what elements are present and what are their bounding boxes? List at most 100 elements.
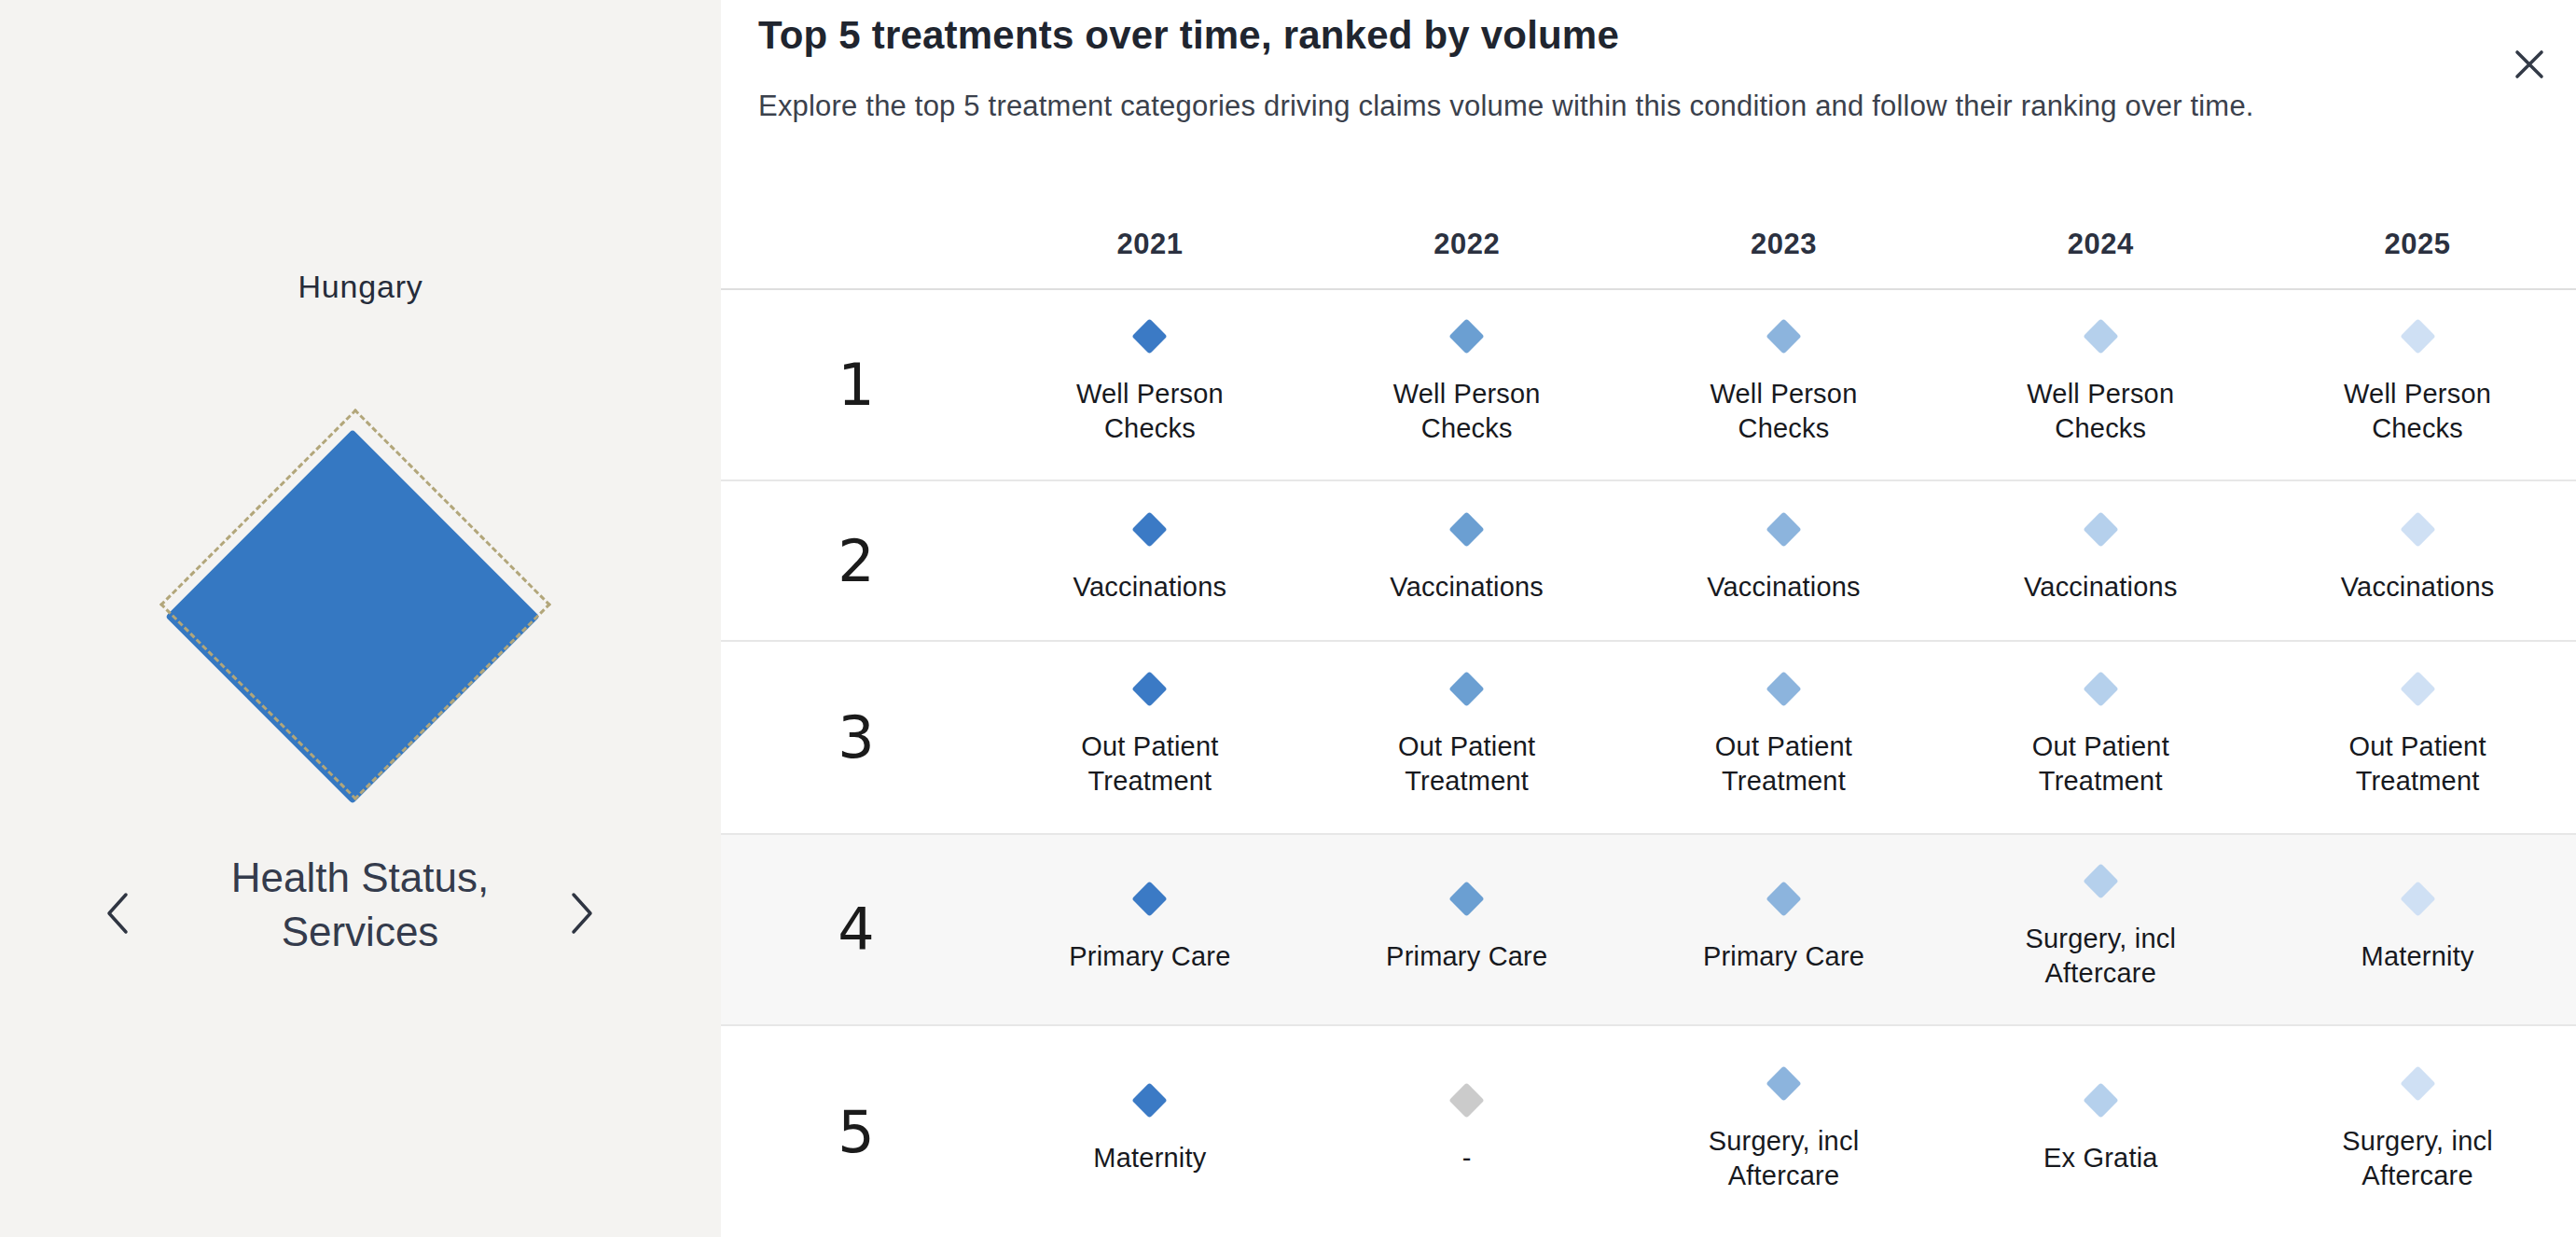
treatment-label: Out Patient Treatment bbox=[1038, 730, 1262, 799]
treatment-label: Surgery, incl Aftercare bbox=[1671, 1124, 1895, 1193]
treatment-label: Surgery, incl Aftercare bbox=[1988, 922, 2212, 991]
treatment-label: Well Person Checks bbox=[1038, 377, 1262, 446]
dimension-title-line2: Services bbox=[282, 909, 439, 954]
rank-number: 1 bbox=[721, 290, 991, 480]
treatment-diamond-icon bbox=[2400, 881, 2435, 916]
treatment-cell[interactable]: Vaccinations bbox=[1942, 481, 2259, 640]
year-header-row: 2021 2022 2023 2024 2025 bbox=[721, 201, 2576, 290]
treatment-label: - bbox=[1462, 1141, 1472, 1175]
treatment-cell[interactable]: Well Person Checks bbox=[1626, 290, 1943, 480]
treatment-cell[interactable]: Surgery, incl Aftercare bbox=[1942, 835, 2259, 1024]
treatment-diamond-icon bbox=[1132, 319, 1168, 354]
modal-subtitle: Explore the top 5 treatment categories d… bbox=[758, 90, 2254, 123]
chevron-left-icon bbox=[105, 891, 130, 938]
rank-row-4: 4 Primary Care Primary Care Primary Care… bbox=[721, 833, 2576, 1026]
previous-dimension-button[interactable] bbox=[91, 884, 144, 944]
treatment-diamond-icon bbox=[1132, 881, 1168, 916]
rank-number: 4 bbox=[721, 835, 991, 1024]
treatment-diamond-icon bbox=[2083, 1082, 2118, 1118]
treatment-diamond-icon bbox=[1449, 672, 1485, 707]
treatment-label: Vaccinations bbox=[1073, 570, 1227, 605]
treatment-cell[interactable]: Vaccinations bbox=[2259, 481, 2576, 640]
rank-number: 2 bbox=[721, 481, 991, 640]
year-header-2022: 2022 bbox=[1309, 201, 1626, 288]
next-dimension-button[interactable] bbox=[556, 884, 608, 944]
close-button[interactable] bbox=[2507, 43, 2552, 88]
treatment-diamond-icon bbox=[1766, 319, 1801, 354]
treatment-label: Well Person Checks bbox=[1671, 377, 1895, 446]
treatment-diamond-icon bbox=[2083, 319, 2118, 354]
treatment-label: Vaccinations bbox=[1390, 570, 1544, 605]
treatment-diamond-icon bbox=[2083, 511, 2118, 547]
treatment-cell[interactable]: Maternity bbox=[991, 1026, 1309, 1237]
treatment-cell[interactable]: Ex Gratia bbox=[1942, 1026, 2259, 1237]
treatment-label: Primary Care bbox=[1386, 939, 1547, 974]
treatment-diamond-icon bbox=[1449, 319, 1485, 354]
treatments-ranking-table: 2021 2022 2023 2024 2025 1 Well Person C… bbox=[721, 201, 2576, 1237]
treatment-diamond-icon bbox=[2400, 319, 2435, 354]
treatment-cell[interactable]: Well Person Checks bbox=[991, 290, 1309, 480]
treatment-cell[interactable]: Well Person Checks bbox=[2259, 290, 2576, 480]
treatment-cell[interactable]: Vaccinations bbox=[1626, 481, 1943, 640]
close-icon bbox=[2512, 47, 2547, 85]
treatment-diamond-icon bbox=[1766, 672, 1801, 707]
treatment-diamond-icon bbox=[1132, 672, 1168, 707]
rank-number: 3 bbox=[721, 642, 991, 833]
treatment-cell[interactable]: Surgery, incl Aftercare bbox=[2259, 1026, 2576, 1237]
treatment-cell[interactable]: Well Person Checks bbox=[1942, 290, 2259, 480]
treatment-cell[interactable]: Primary Care bbox=[991, 835, 1309, 1024]
treatment-label: Vaccinations bbox=[2341, 570, 2495, 605]
treatment-cell[interactable]: Out Patient Treatment bbox=[1626, 642, 1943, 833]
treatment-label: Out Patient Treatment bbox=[1988, 730, 2212, 799]
treatment-diamond-icon bbox=[2400, 511, 2435, 547]
treatment-cell[interactable]: Primary Care bbox=[1626, 835, 1943, 1024]
treatment-label: Well Person Checks bbox=[2306, 377, 2529, 446]
year-header-2024: 2024 bbox=[1942, 201, 2259, 288]
dimension-title-line1: Health Status, bbox=[231, 855, 489, 900]
treatment-label: Primary Care bbox=[1703, 939, 1864, 974]
rank-row-3: 3 Out Patient Treatment Out Patient Trea… bbox=[721, 642, 2576, 833]
treatment-diamond-icon bbox=[1766, 511, 1801, 547]
treatment-label: Surgery, incl Aftercare bbox=[2306, 1124, 2529, 1193]
year-header-2023: 2023 bbox=[1626, 201, 1943, 288]
condition-panel: Hungary Health Status, Services bbox=[0, 0, 721, 1237]
treatment-cell[interactable]: Vaccinations bbox=[1309, 481, 1626, 640]
treatment-diamond-icon bbox=[1449, 511, 1485, 547]
treatment-label: Maternity bbox=[2361, 939, 2474, 974]
treatment-label: Out Patient Treatment bbox=[1355, 730, 1579, 799]
treatment-cell[interactable]: Surgery, incl Aftercare bbox=[1626, 1026, 1943, 1237]
treatment-label: Vaccinations bbox=[2024, 570, 2178, 605]
treatment-diamond-icon-empty bbox=[1449, 1082, 1485, 1118]
treatment-diamond-icon bbox=[1132, 1082, 1168, 1118]
treatment-diamond-icon bbox=[1132, 511, 1168, 547]
treatment-label: Well Person Checks bbox=[1355, 377, 1579, 446]
treatment-label: Out Patient Treatment bbox=[2306, 730, 2529, 799]
treatment-cell[interactable]: Primary Care bbox=[1309, 835, 1626, 1024]
treatment-diamond-icon bbox=[2400, 672, 2435, 707]
treatment-diamond-icon bbox=[1449, 881, 1485, 916]
treatment-label: Out Patient Treatment bbox=[1671, 730, 1895, 799]
treatment-cell[interactable]: Out Patient Treatment bbox=[1309, 642, 1626, 833]
treatment-label: Ex Gratia bbox=[2043, 1141, 2158, 1175]
treatment-cell[interactable]: Out Patient Treatment bbox=[2259, 642, 2576, 833]
treatment-diamond-icon bbox=[1766, 1065, 1801, 1101]
treatment-label: Vaccinations bbox=[1707, 570, 1861, 605]
treatment-diamond-icon bbox=[2083, 672, 2118, 707]
treatment-cell[interactable]: Out Patient Treatment bbox=[991, 642, 1309, 833]
treatment-label: Primary Care bbox=[1069, 939, 1230, 974]
treatment-label: Well Person Checks bbox=[1988, 377, 2212, 446]
condition-diamond-outline bbox=[159, 409, 551, 800]
treatment-cell[interactable]: Out Patient Treatment bbox=[1942, 642, 2259, 833]
rank-row-5: 5 Maternity - Surgery, incl Aftercare Ex… bbox=[721, 1026, 2576, 1237]
modal-title: Top 5 treatments over time, ranked by vo… bbox=[758, 13, 1619, 58]
year-header-2025: 2025 bbox=[2259, 201, 2576, 288]
rank-number: 5 bbox=[721, 1026, 991, 1237]
treatment-cell[interactable]: - bbox=[1309, 1026, 1626, 1237]
year-header-2021: 2021 bbox=[991, 201, 1309, 288]
treatment-cell[interactable]: Vaccinations bbox=[991, 481, 1309, 640]
treatment-diamond-icon bbox=[2083, 864, 2118, 899]
rank-row-1: 1 Well Person Checks Well Person Checks … bbox=[721, 290, 2576, 481]
treatment-cell[interactable]: Well Person Checks bbox=[1309, 290, 1626, 480]
chevron-right-icon bbox=[570, 891, 594, 938]
treatment-cell[interactable]: Maternity bbox=[2259, 835, 2576, 1024]
